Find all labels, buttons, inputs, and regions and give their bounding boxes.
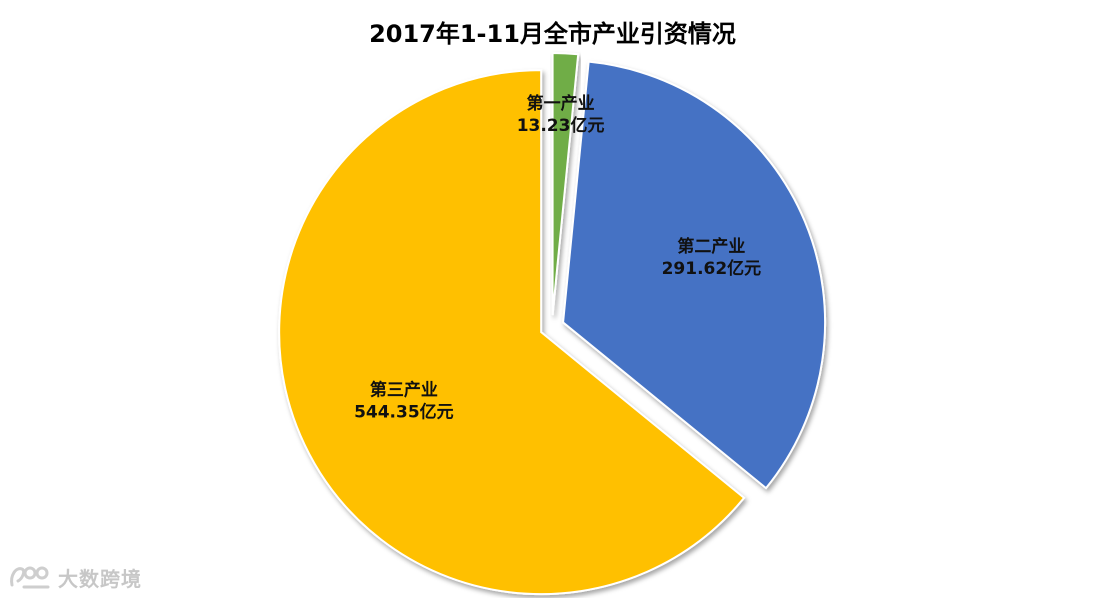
chart-title: 2017年1-11月全市产业引资情况 [369, 20, 736, 48]
slice-label-value-2: 291.62亿元 [662, 258, 762, 279]
pie-slice-2 [562, 60, 827, 490]
dashuju-logo-icon [10, 566, 50, 589]
pie-slice-1 [551, 52, 580, 316]
pie-slices [278, 52, 827, 596]
slice-label-name-3: 第三产业 [370, 379, 438, 400]
slice-label-value-3: 544.35亿元 [354, 401, 454, 422]
slice-label-name-1: 第一产业 [527, 93, 595, 114]
pie-slice-3 [278, 69, 746, 596]
slice-label-name-2: 第二产业 [677, 236, 745, 257]
watermark: 大数跨境 [8, 560, 142, 594]
watermark-text: 大数跨境 [58, 566, 142, 591]
slice-label-value-1: 13.23亿元 [517, 115, 605, 136]
